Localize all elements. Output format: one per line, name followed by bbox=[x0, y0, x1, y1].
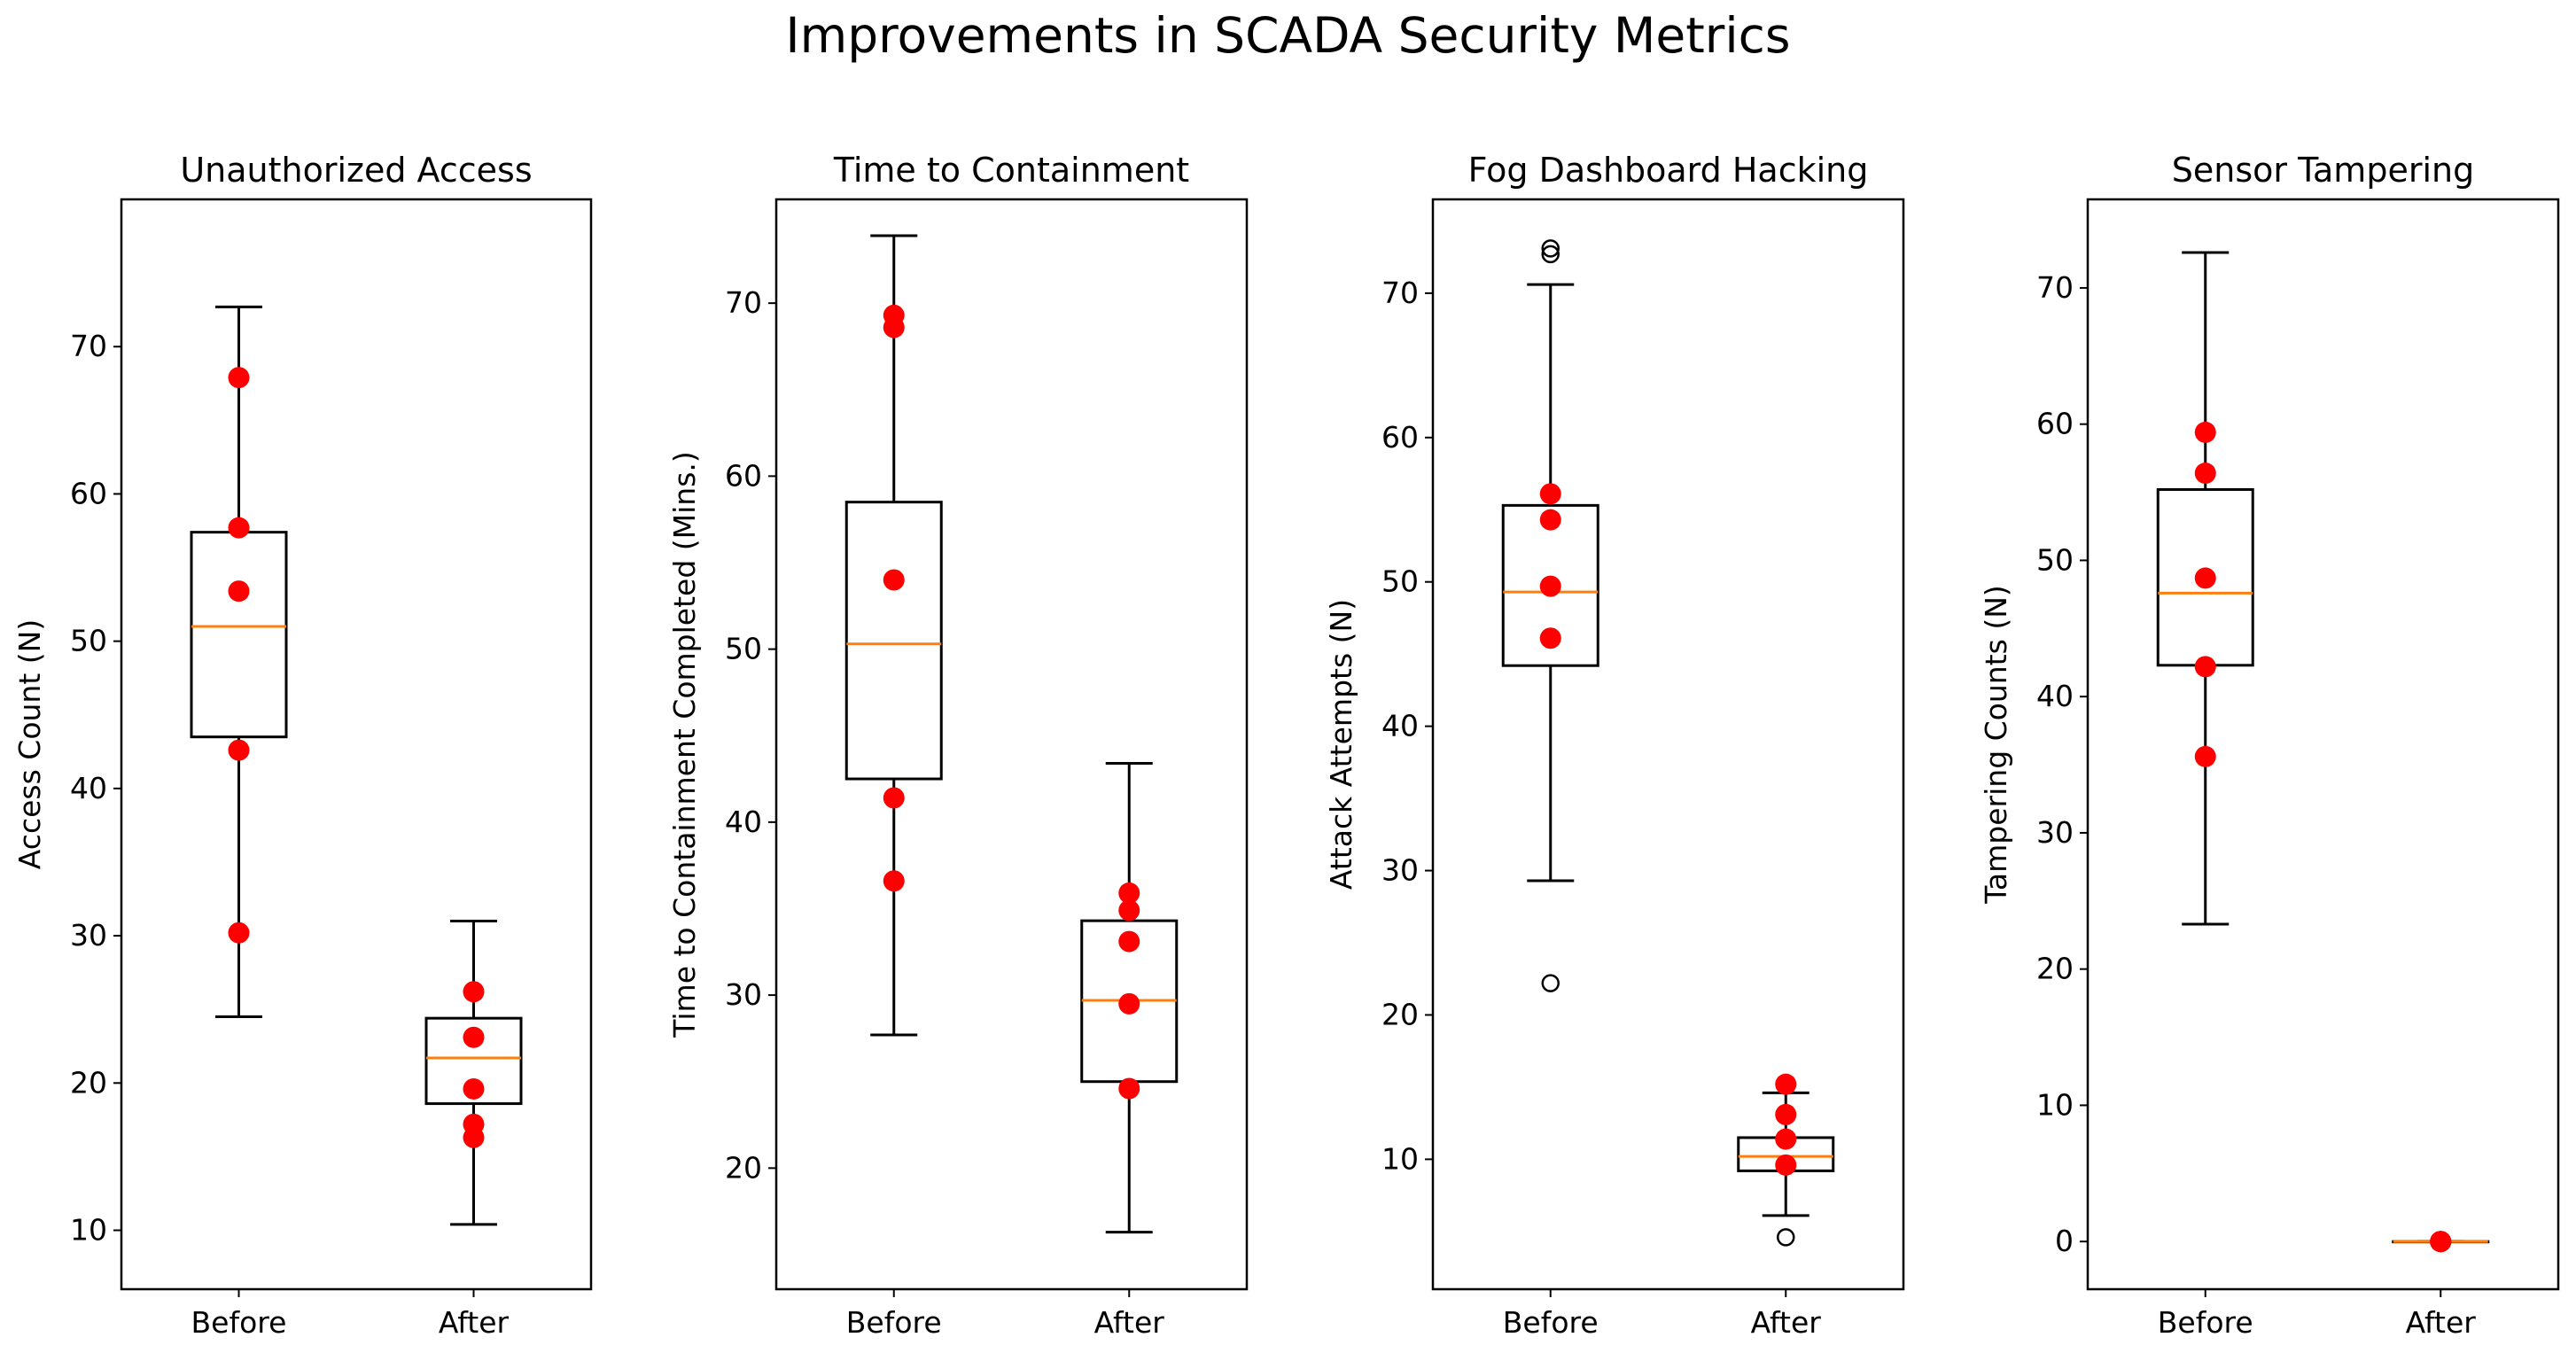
data-point bbox=[1775, 1154, 1797, 1176]
data-point bbox=[1539, 509, 1561, 531]
data-point bbox=[2194, 656, 2216, 678]
data-point bbox=[1775, 1103, 1797, 1125]
y-tick-label: 40 bbox=[70, 771, 107, 805]
box-before bbox=[190, 305, 288, 1018]
subplot-2: Time to Containment 20 30 40 50 60 70 Time to C… bbox=[667, 151, 1249, 1340]
y-tick-label: 60 bbox=[2036, 407, 2074, 441]
y-tick-label: 10 bbox=[1381, 1141, 1419, 1176]
data-point bbox=[228, 921, 250, 944]
box-after bbox=[424, 919, 523, 1226]
x-tick-label: After bbox=[1751, 1305, 1822, 1340]
x-tick-label: Before bbox=[2158, 1305, 2253, 1340]
y-tick-label: 50 bbox=[725, 632, 762, 666]
y-tick-label: 20 bbox=[70, 1065, 107, 1100]
y-tick-label: 70 bbox=[725, 285, 762, 320]
x-tick-label: Before bbox=[191, 1305, 287, 1340]
y-tick-label: 20 bbox=[2036, 952, 2074, 986]
y-tick-label: 70 bbox=[1381, 276, 1419, 310]
subplot-title: Sensor Tampering bbox=[2172, 151, 2474, 190]
data-point bbox=[228, 739, 250, 761]
y-tick-label: 50 bbox=[1381, 564, 1419, 599]
outlier-point bbox=[1541, 974, 1560, 992]
y-tick-label: 70 bbox=[2036, 270, 2074, 305]
axes-frame bbox=[1431, 198, 1905, 1291]
box-iqr bbox=[1501, 503, 1599, 667]
data-point bbox=[1118, 882, 1140, 904]
x-tick-label: After bbox=[439, 1305, 510, 1340]
y-tick-label: 20 bbox=[725, 1150, 762, 1185]
data-point bbox=[1118, 930, 1140, 953]
data-point bbox=[2430, 1231, 2452, 1253]
axes-frame bbox=[774, 198, 1249, 1291]
data-point bbox=[463, 981, 485, 1003]
y-tick-label: 60 bbox=[1381, 420, 1419, 455]
axes-frame bbox=[2086, 198, 2560, 1291]
data-point bbox=[228, 517, 250, 539]
subplot-title: Unauthorized Access bbox=[180, 151, 532, 190]
y-tick-label: 50 bbox=[70, 624, 107, 658]
data-point bbox=[228, 580, 250, 603]
data-point bbox=[1539, 627, 1561, 649]
box-iqr bbox=[424, 1016, 523, 1106]
data-point bbox=[2194, 567, 2216, 589]
data-point bbox=[463, 1026, 485, 1048]
subplot-title: Fog Dashboard Hacking bbox=[1468, 151, 1869, 190]
x-tick-label: After bbox=[1094, 1305, 1165, 1340]
data-point bbox=[463, 1126, 485, 1148]
y-tick-label: 60 bbox=[725, 458, 762, 493]
x-tick-label: Before bbox=[846, 1305, 942, 1340]
y-tick-label: 30 bbox=[1381, 853, 1419, 888]
data-point bbox=[883, 569, 905, 591]
y-tick-label: 0 bbox=[2055, 1224, 2074, 1258]
y-axis-label: Access Count (N) bbox=[12, 619, 47, 869]
outlier-point bbox=[1541, 239, 1560, 258]
data-point bbox=[1118, 899, 1140, 921]
y-tick-label: 40 bbox=[2036, 679, 2074, 713]
data-point bbox=[883, 870, 905, 892]
subplot-title: Time to Containment bbox=[833, 151, 1189, 190]
outlier-point bbox=[1777, 1228, 1795, 1247]
data-point bbox=[2194, 421, 2216, 443]
y-tick-label: 50 bbox=[2036, 542, 2074, 577]
figure-title: Improvements in SCADA Security Metrics bbox=[785, 7, 1791, 64]
y-tick-label: 30 bbox=[70, 918, 107, 953]
data-point bbox=[883, 316, 905, 338]
box-before bbox=[1501, 239, 1599, 992]
axes-frame bbox=[120, 198, 593, 1291]
y-tick-label: 40 bbox=[1381, 709, 1419, 743]
box-iqr bbox=[844, 501, 943, 781]
data-point bbox=[1118, 1077, 1140, 1100]
outlier-point bbox=[1541, 245, 1560, 264]
data-point bbox=[1775, 1128, 1797, 1150]
subplot-3: Fog Dashboard Hacking 10 20 30 40 50 60 70 Attac… bbox=[1324, 151, 1905, 1340]
y-tick-label: 20 bbox=[1381, 997, 1419, 1031]
data-point bbox=[1775, 1073, 1797, 1095]
data-point bbox=[1118, 992, 1140, 1015]
y-tick-label: 40 bbox=[725, 805, 762, 839]
y-axis-label: Attack Attempts (N) bbox=[1324, 599, 1358, 890]
y-tick-label: 60 bbox=[70, 476, 107, 510]
y-tick-label: 30 bbox=[2036, 815, 2074, 850]
data-point bbox=[1539, 575, 1561, 597]
data-point bbox=[228, 367, 250, 389]
data-point bbox=[2194, 463, 2216, 485]
subplot-4: Sensor Tampering 0 10 20 30 40 50 60 70 Tampering… bbox=[1979, 151, 2560, 1340]
y-tick-label: 70 bbox=[70, 329, 107, 363]
x-tick-label: After bbox=[2406, 1305, 2477, 1340]
y-tick-label: 10 bbox=[70, 1213, 107, 1248]
box-before bbox=[844, 234, 943, 1037]
data-point bbox=[883, 787, 905, 809]
y-axis-label: Time to Containment Completed (Mins.) bbox=[667, 451, 702, 1038]
y-tick-label: 30 bbox=[725, 977, 762, 1012]
data-point bbox=[1539, 483, 1561, 505]
y-tick-label: 10 bbox=[2036, 1087, 2074, 1122]
subplot-1: Unauthorized Access 10 20 30 40 50 60 70 Access … bbox=[12, 151, 593, 1340]
x-tick-label: Before bbox=[1503, 1305, 1599, 1340]
box-iqr bbox=[190, 531, 288, 739]
data-point bbox=[2194, 745, 2216, 767]
data-point bbox=[463, 1077, 485, 1100]
y-axis-label: Tampering Counts (N) bbox=[1979, 585, 2013, 905]
